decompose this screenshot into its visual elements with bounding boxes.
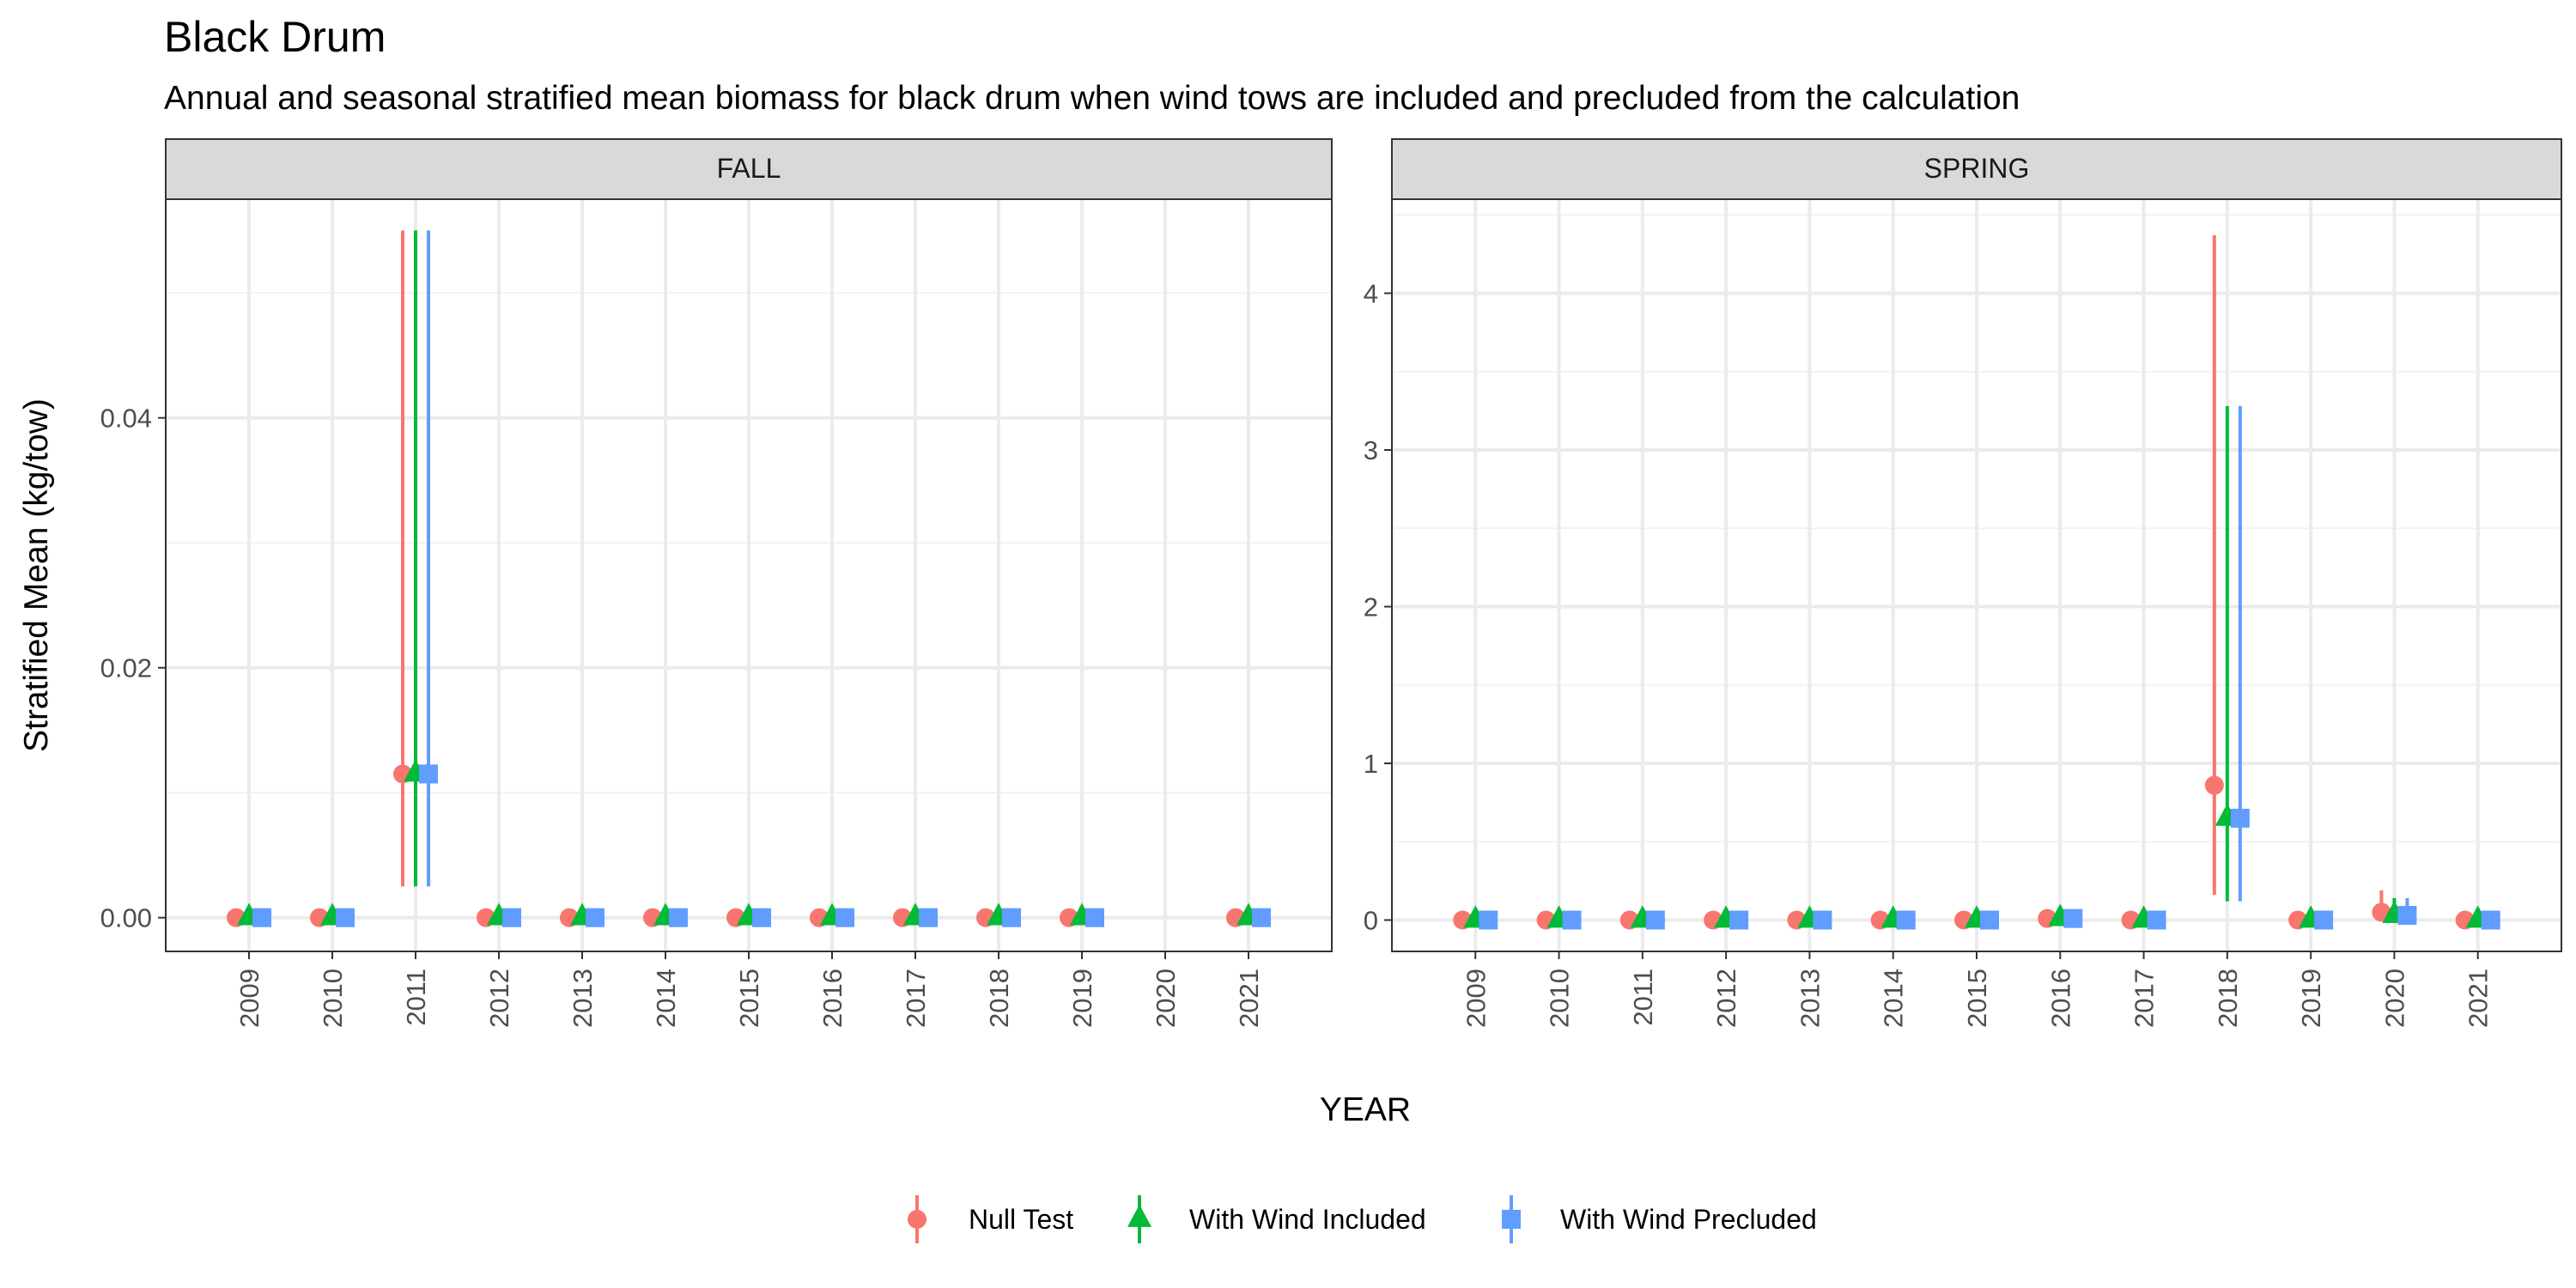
point-square-2012 [1729, 910, 1749, 930]
point-square-2011 [1645, 910, 1665, 930]
x-tick-label: 2015 [1962, 969, 1992, 1028]
legend-label: Null Test [969, 1204, 1073, 1235]
legend-item-triangle: With Wind Included [1127, 1195, 1426, 1243]
point-square-2009 [252, 908, 271, 927]
legend-item-square: With Wind Precluded [1502, 1195, 1817, 1243]
x-tick-label: 2013 [1795, 969, 1825, 1028]
point-square-2010 [336, 908, 355, 927]
point-square-2018 [2230, 808, 2250, 828]
point-square-2015 [752, 908, 771, 927]
panel-fall: FALL 0.00 0.02 0.04 2009 2010 2011 2012 2013 2014… [100, 138, 1333, 1028]
x-tick-label: 2021 [1234, 969, 1264, 1028]
point-circle-2018 [2204, 775, 2224, 795]
x-tick-label: 2016 [2045, 969, 2075, 1028]
x-tick-label: 2012 [1711, 969, 1741, 1028]
legend-label: With Wind Precluded [1560, 1204, 1817, 1235]
x-tick-label: 2011 [1628, 969, 1658, 1026]
x-tick-label: 2020 [1151, 969, 1181, 1028]
x-tick-label: 2014 [1879, 969, 1909, 1028]
x-tick-label: 2018 [2213, 969, 2243, 1028]
x-tick-label: 2010 [318, 969, 348, 1028]
strip-label-fall: FALL [717, 153, 781, 184]
point-square-2019 [1085, 908, 1104, 927]
legend-key-marker [1127, 1204, 1151, 1227]
x-tick-label: 2016 [817, 969, 848, 1028]
strip-label-spring: SPRING [1924, 153, 2030, 184]
chart-title: Black Drum [164, 13, 386, 61]
point-square-2017 [919, 908, 938, 927]
x-tick-label: 2010 [1545, 969, 1575, 1028]
x-tick-label: 2015 [734, 969, 764, 1028]
point-square-2014 [1896, 910, 1916, 930]
point-square-2020 [2397, 906, 2417, 926]
x-axis-title: YEAR [1320, 1091, 1411, 1128]
y-axis-title: Stratified Mean (kg/tow) [18, 398, 55, 752]
x-tick-label: 2014 [651, 969, 681, 1028]
x-tick-label: 2011 [401, 969, 431, 1026]
y-tick-label: 3 [1364, 435, 1378, 465]
strip-background [165, 138, 1333, 200]
x-tick-label: 2019 [2296, 969, 2326, 1028]
point-square-2016 [2063, 908, 2083, 928]
point-square-2013 [1813, 910, 1832, 930]
y-tick-label: 0.00 [100, 903, 152, 933]
point-square-2013 [586, 908, 605, 927]
x-tick-label: 2017 [901, 969, 931, 1028]
point-square-2010 [1562, 910, 1582, 930]
strip-background [1391, 138, 2562, 200]
x-tick-label: 2018 [984, 969, 1014, 1028]
point-square-2021 [1252, 908, 1271, 927]
x-tick-label: 2013 [568, 969, 598, 1028]
point-square-2009 [1479, 910, 1498, 930]
x-tick-label: 2009 [234, 969, 264, 1028]
point-square-2011 [419, 764, 438, 784]
point-square-2012 [502, 908, 521, 927]
legend-item-circle: Null Test [908, 1195, 1073, 1243]
legend-key-marker [1502, 1210, 1521, 1229]
y-tick-label: 1 [1364, 749, 1378, 779]
legend: Null Test With Wind Included With Wind Pre… [908, 1195, 1817, 1243]
x-tick-label: 2019 [1067, 969, 1097, 1028]
point-square-2015 [1980, 910, 1999, 930]
y-tick-label: 0.04 [100, 404, 152, 434]
chart-subtitle: Annual and seasonal stratified mean biom… [164, 80, 2020, 117]
point-square-2017 [2147, 910, 2166, 930]
legend-label: With Wind Included [1189, 1204, 1426, 1235]
x-tick-label: 2012 [484, 969, 514, 1028]
y-tick-label: 4 [1364, 279, 1378, 309]
x-tick-label: 2021 [2464, 969, 2494, 1028]
point-square-2019 [2314, 910, 2334, 930]
x-tick-label: 2017 [2129, 969, 2160, 1028]
y-tick-label: 0 [1364, 906, 1378, 936]
panel-spring: SPRING 0 1 2 3 4 2009 2010 2011 2012 2013 2014 2015 2… [1364, 138, 2562, 1028]
x-tick-label: 2009 [1461, 969, 1491, 1028]
point-square-2018 [1002, 908, 1021, 927]
y-tick-label: 2 [1364, 592, 1378, 623]
point-square-2016 [835, 908, 854, 927]
point-square-2021 [2481, 910, 2500, 930]
point-square-2014 [669, 908, 688, 927]
x-tick-label: 2020 [2379, 969, 2409, 1028]
y-tick-label: 0.02 [100, 653, 152, 683]
legend-key-marker [908, 1210, 927, 1229]
